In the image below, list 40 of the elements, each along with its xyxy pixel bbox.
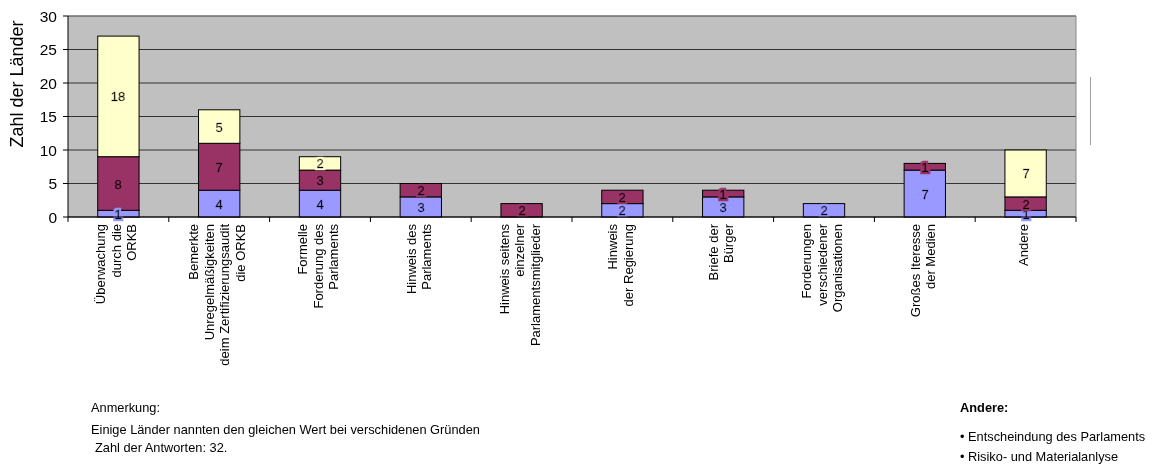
y-axis-title: Zahl der Länder <box>7 20 27 148</box>
x-tick-label: Andere <box>1016 224 1032 266</box>
data-label: 2 <box>618 202 626 218</box>
data-label: 4 <box>215 196 223 212</box>
data-label: 4 <box>316 196 324 212</box>
data-label: 3 <box>316 172 324 188</box>
text: Andere: <box>960 400 1009 415</box>
data-label: 7 <box>921 186 929 202</box>
x-tick-label: Bemerkte Unregelmäßigkeiten deim Zertifizierungsaudit die ORKB <box>186 223 248 366</box>
data-label: 3 <box>417 199 425 215</box>
y-tick-label: 10 <box>39 141 58 159</box>
x-tick-label: Hinweis seitens einzelner Parlamentsmitglieder <box>496 223 543 347</box>
text: Anmerkung: <box>91 400 160 415</box>
data-label: 7 <box>1022 165 1030 181</box>
data-label: 3 <box>719 199 727 215</box>
x-tick-label: Hinweis der Regierung <box>605 223 636 307</box>
data-label: 2 <box>820 202 828 218</box>
data-label: 8 <box>114 176 122 192</box>
x-tick-label: Briefe der Bürger <box>705 223 737 281</box>
y-tick-label: 25 <box>39 41 57 58</box>
data-label: 2 <box>618 189 626 205</box>
text: Einige Länder nannten den gleichen Wert bei verschidenen Gründen <box>91 422 480 437</box>
y-tick-label: 30 <box>39 7 58 25</box>
data-label: 2 <box>316 155 324 171</box>
y-tick-label: 15 <box>39 108 57 125</box>
x-tick-label: Forderungen verschiedener Organisationen <box>799 223 845 313</box>
x-tick-label: Hinweis des Parlaments <box>403 223 435 295</box>
data-label: 5 <box>215 119 223 135</box>
y-tick-label: 0 <box>48 208 58 226</box>
text: Zahl der Antworten: 32. <box>95 440 228 455</box>
y-tick-label: 5 <box>48 175 57 192</box>
x-tick-label: Überwachung durch die ORKB <box>93 224 140 305</box>
data-label: 2 <box>417 182 425 198</box>
data-label: 18 <box>110 88 126 104</box>
x-tick-label: Großes Iteresse der Medien <box>907 224 939 318</box>
text: • Risiko- und Materialanlyse <box>960 449 1119 464</box>
data-label: 7 <box>215 159 223 175</box>
data-label: 2 <box>518 202 526 218</box>
text: • Entscheindung des Parlaments <box>960 429 1146 444</box>
y-tick-label: 20 <box>39 74 58 92</box>
